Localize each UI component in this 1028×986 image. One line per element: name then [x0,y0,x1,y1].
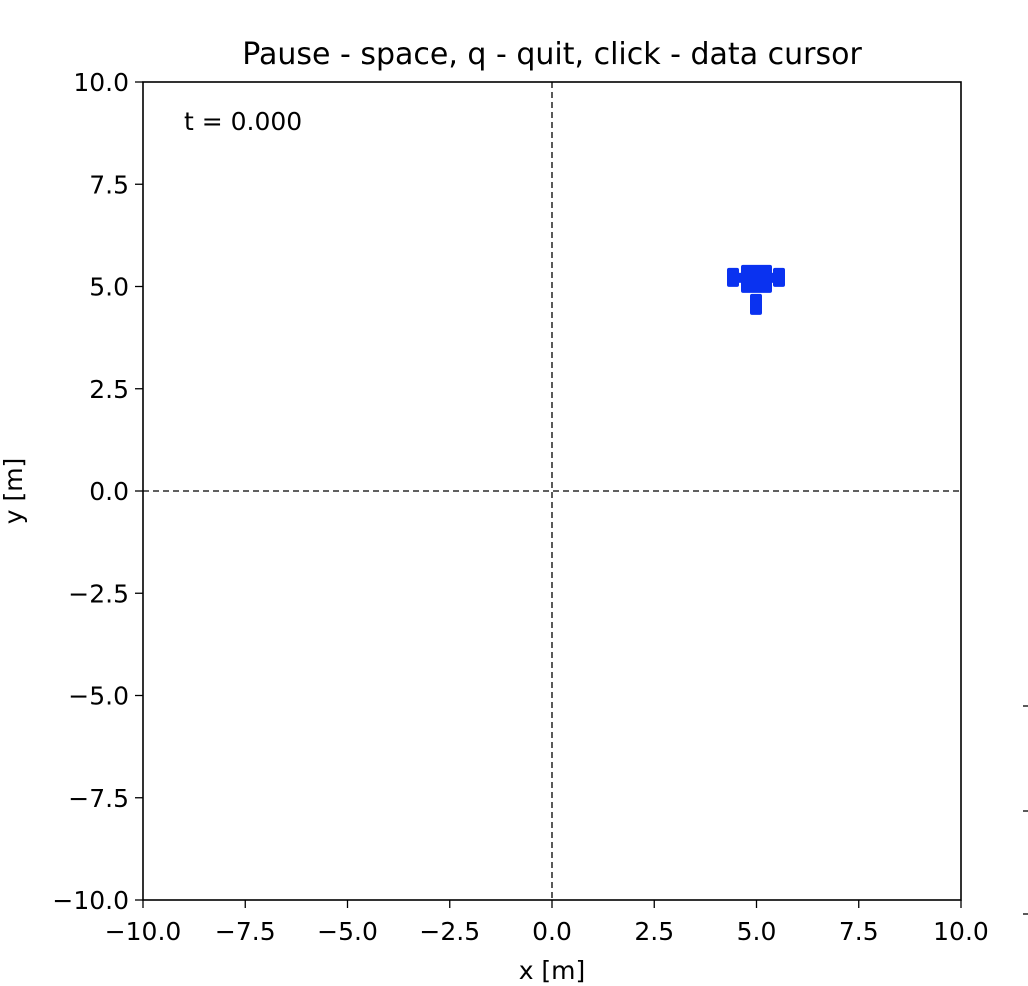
robot-right-wheel [773,267,785,287]
y-tick-label: 5.0 [89,273,129,302]
x-tick-label: −7.5 [215,917,276,946]
x-tick-label: 7.5 [839,917,879,946]
x-tick-label: 10.0 [933,917,989,946]
y-axis-label: y [m] [0,458,28,525]
y-tick-label: −2.5 [68,579,129,608]
robot-marker[interactable] [727,264,785,315]
x-axis: −10.0 −7.5 −5.0 −2.5 0.0 2.5 5.0 7.5 10.0 [105,900,989,946]
robot-caster-wheel [750,293,762,315]
x-tick-label: −10.0 [105,917,182,946]
robot-axle [737,272,777,283]
y-tick-label: 10.0 [73,68,129,97]
y-tick-label: 0.0 [89,477,129,506]
x-tick-label: −2.5 [419,917,480,946]
plot-area[interactable] [142,81,962,901]
y-axis: 10.0 7.5 5.0 2.5 0.0 −2.5 −5.0 −7.5 −10.0 [52,68,143,915]
x-tick-label: −5.0 [317,917,378,946]
y-tick-label: −10.0 [52,886,129,915]
y-tick-label: 7.5 [89,170,129,199]
y-tick-label: −7.5 [68,784,129,813]
neighbor-axis-fragment [1023,705,1028,915]
x-axis-label: x [m] [519,956,586,985]
x-tick-label: 2.5 [634,917,674,946]
robot-left-wheel [727,267,739,287]
x-tick-label: 0.0 [532,917,572,946]
y-tick-label: 2.5 [89,375,129,404]
time-annotation: t = 0.000 [184,107,302,136]
chart-title: Pause - space, q - quit, click - data cu… [242,37,862,72]
y-tick-label: −5.0 [68,682,129,711]
x-tick-label: 5.0 [737,917,777,946]
